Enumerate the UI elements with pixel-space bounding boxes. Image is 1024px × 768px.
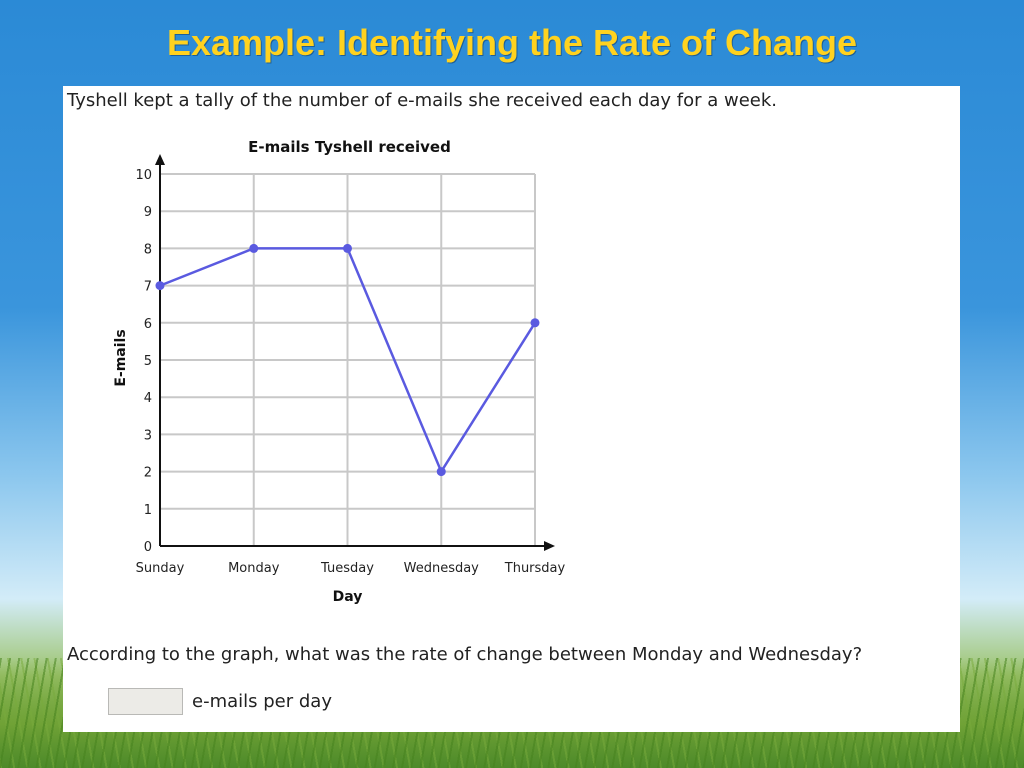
y-tick-label: 3 <box>144 428 152 443</box>
y-tick-label: 1 <box>144 503 152 518</box>
x-tick-label: Wednesday <box>404 561 480 576</box>
slide-title: Example: Identifying the Rate of Change <box>166 22 858 63</box>
x-axis-label: Day <box>333 589 363 605</box>
y-tick-label: 2 <box>144 466 152 481</box>
x-tick-label: Tuesday <box>320 561 374 576</box>
y-tick-label: 8 <box>144 242 152 257</box>
y-tick-label: 7 <box>144 280 152 295</box>
x-axis-arrow <box>544 541 555 551</box>
intro-text: Tyshell kept a tally of the number of e-… <box>67 90 778 111</box>
data-point <box>155 281 165 291</box>
answer-input[interactable] <box>108 688 183 715</box>
data-point <box>249 243 259 253</box>
data-point <box>436 467 446 477</box>
question-text: According to the graph, what was the rat… <box>67 644 863 665</box>
y-tick-label: 5 <box>144 354 152 369</box>
data-point <box>343 243 352 253</box>
chart-series <box>155 243 540 477</box>
chart-title: E-mails Tyshell received <box>248 138 451 156</box>
y-tick-label: 10 <box>135 168 152 183</box>
content-panel: Tyshell kept a tally of the number of e-… <box>63 86 960 732</box>
x-tick-label: Thursday <box>504 561 566 576</box>
x-tick-label: Monday <box>228 561 280 576</box>
data-point <box>530 318 540 328</box>
y-tick-label: 4 <box>144 391 152 406</box>
y-tick-label: 0 <box>144 540 152 555</box>
y-tick-label: 9 <box>144 205 152 220</box>
chart-labels: 0 1 2 3 4 5 6 7 8 9 10 Sunday Monday Tuesday Wednesday… <box>113 138 566 605</box>
y-tick-label: 6 <box>144 317 152 332</box>
answer-unit-label: e-mails per day <box>192 691 332 712</box>
chart-grid <box>160 173 536 546</box>
line-chart: 0 1 2 3 4 5 6 7 8 9 10 Sunday Monday Tuesday Wednesday… <box>113 138 566 605</box>
x-tick-label: Sunday <box>136 561 185 576</box>
chart-axes <box>155 154 555 551</box>
y-axis-arrow <box>155 154 165 165</box>
y-axis-label: E-mails <box>113 329 129 386</box>
